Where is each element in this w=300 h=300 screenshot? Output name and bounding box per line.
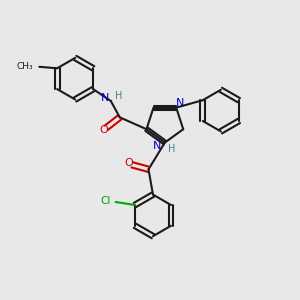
- Text: CH₃: CH₃: [16, 62, 33, 71]
- Text: H: H: [115, 91, 122, 100]
- Text: N: N: [101, 93, 110, 103]
- Text: Cl: Cl: [100, 196, 110, 206]
- Text: N: N: [153, 140, 162, 151]
- Text: H: H: [168, 144, 175, 154]
- Text: O: O: [124, 158, 133, 168]
- Text: O: O: [99, 125, 108, 135]
- Text: N: N: [176, 98, 184, 108]
